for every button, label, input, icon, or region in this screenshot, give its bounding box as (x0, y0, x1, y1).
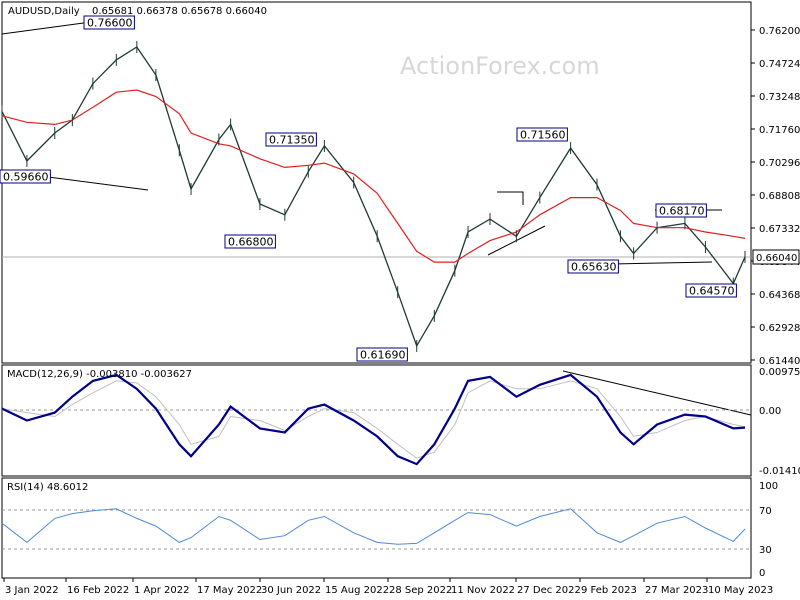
annotation-label: 0.68170 (659, 205, 705, 218)
rsi-tick-label: 100 (759, 481, 778, 492)
price-tick-label: 0.68808 (759, 191, 800, 202)
annotation-label: 0.61690 (360, 349, 406, 362)
current-value-label: 0.66040 (756, 253, 797, 264)
price-tick-label: 0.73248 (759, 92, 800, 103)
annotation-box (685, 283, 737, 298)
x-tick-label: 28 Sep 2022 (389, 585, 452, 596)
annotation-box (0, 169, 51, 184)
macd-tick-label: 0.00 (759, 406, 781, 417)
x-tick-label: 15 Aug 2022 (325, 585, 389, 596)
x-tick-label: 10 May 2023 (708, 585, 773, 596)
rsi-tick-label: 70 (759, 506, 772, 517)
x-tick-label: 30 Jun 2022 (261, 585, 321, 596)
price-panel-frame (1, 1, 752, 364)
price-tick-label: 0.62928 (759, 323, 800, 334)
macd-panel-frame (1, 364, 752, 477)
annotation-box (356, 347, 408, 362)
rsi-line (1, 508, 746, 545)
x-tick-label: 11 Nov 2022 (451, 585, 515, 596)
annotation-label: 0.66800 (228, 236, 274, 249)
price-tick-label: 0.70296 (759, 158, 800, 169)
annotation-box (516, 127, 568, 142)
annotation-label: 0.76600 (87, 17, 133, 30)
annotation-label: 0.64570 (689, 285, 735, 298)
macd-line (1, 373, 746, 466)
x-tick-label: 1 Apr 2022 (134, 585, 189, 596)
x-tick-label: 27 Dec 2022 (517, 585, 581, 596)
x-tick-label: 27 Mar 2023 (645, 585, 708, 596)
annotation-box (83, 15, 135, 30)
price-tick-label: 0.64368 (759, 290, 800, 301)
annotation-label: 0.71560 (520, 129, 566, 142)
macd-tick-label: -0.014107 (759, 466, 800, 477)
annotation-box (224, 234, 276, 249)
annotation-label: 0.59660 (3, 171, 49, 184)
moving-average-line (1, 89, 746, 263)
x-tick-label: 3 Jan 2022 (5, 585, 59, 596)
annotation-box (655, 203, 707, 218)
annotation-label: 0.71350 (269, 134, 315, 147)
annotation-label: 0.65630 (571, 261, 617, 274)
annotation-layer: 0.76600 0.59660 0.71350 0.66800 0.61690 0.715… (0, 15, 737, 362)
rsi-tick-label: 30 (759, 545, 772, 556)
rsi-tick-label: 0 (759, 568, 765, 579)
current-value-tag (752, 249, 800, 265)
macd-signal-line (1, 380, 746, 459)
rsi-panel-frame (1, 477, 752, 579)
x-tick-label: 16 Feb 2022 (67, 585, 129, 596)
symbol-title: AUDUSD,Daily (8, 6, 80, 17)
macd-tick-label: 0.009751 (759, 367, 800, 378)
annotation-box (265, 132, 317, 147)
bracket-nov (497, 191, 524, 205)
annotation-box (567, 259, 619, 274)
rsi-title: RSI(14) 48.6012 (7, 482, 88, 493)
price-tick-label: 0.76200 (759, 26, 800, 37)
ohlc-readout: 0.65681 0.66378 0.65678 0.66040 (92, 6, 267, 17)
series-layer (1, 41, 746, 545)
macd-title: MACD(12,26,9) -0.003810 -0.003627 (7, 369, 192, 380)
x-tick-label: 9 Feb 2023 (581, 585, 637, 596)
price-tick-label: 0.74724 (759, 59, 800, 70)
support-line (612, 261, 713, 265)
price-line (1, 46, 746, 348)
watermark: ActionForex.com (400, 52, 600, 80)
price-tick-label: 0.71760 (759, 125, 800, 136)
price-tick-label: 0.61440 (759, 356, 800, 367)
price-tick-label: 0.67332 (759, 224, 800, 235)
macd-divergence-line (562, 370, 752, 416)
x-tick-label: 17 May 2022 (197, 585, 262, 596)
